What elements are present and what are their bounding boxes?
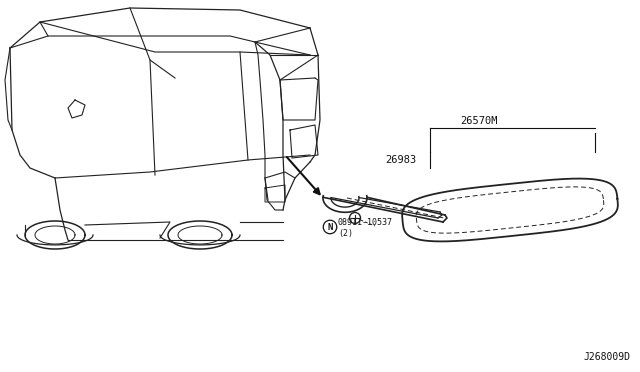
- Text: N: N: [327, 222, 333, 231]
- Text: 26570M: 26570M: [460, 116, 497, 126]
- Text: J268009D: J268009D: [583, 352, 630, 362]
- Text: 08911-10537
(2): 08911-10537 (2): [338, 218, 393, 238]
- Text: 26983: 26983: [385, 155, 416, 165]
